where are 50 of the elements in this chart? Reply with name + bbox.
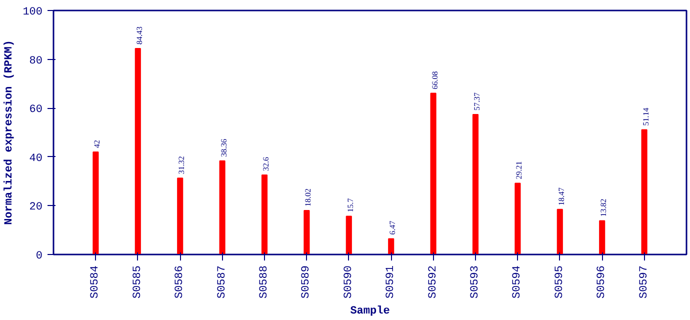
bar [556, 208, 563, 254]
data-label: 42 [92, 140, 102, 148]
y-tick-label: 0 [36, 250, 43, 262]
y-axis-title: Normalized expression (RPKM) [4, 40, 16, 225]
bar [177, 178, 184, 254]
x-tick-label: S0595 [554, 265, 566, 299]
data-label: 57.37 [472, 92, 482, 111]
bar [346, 216, 352, 254]
x-tick-label: S0596 [596, 265, 608, 299]
bar [219, 160, 226, 254]
x-tick-label: S0589 [300, 265, 313, 299]
x-axis-title: Sample [350, 306, 390, 318]
data-label: 13.82 [599, 198, 608, 217]
data-label: 51.14 [641, 108, 650, 126]
bar [472, 114, 479, 254]
y-tick-label: 40 [29, 152, 42, 165]
x-tick-label: S0592 [427, 265, 440, 299]
bar [599, 220, 606, 254]
x-tick-label: S0597 [638, 265, 650, 299]
data-label: 18.47 [556, 187, 566, 206]
bar [430, 92, 436, 254]
x-tick-label: S0594 [512, 265, 524, 299]
data-label: 84.43 [134, 26, 144, 44]
bar [388, 238, 394, 254]
bar [304, 210, 310, 254]
data-label: 66.08 [430, 71, 440, 90]
data-label: 6.47 [388, 220, 398, 235]
y-tick-label: 20 [29, 202, 42, 214]
data-label: 29.21 [514, 161, 524, 180]
bar [92, 152, 99, 254]
x-tick-label: S0591 [385, 265, 398, 299]
data-label: 32.6 [262, 156, 270, 171]
data-label: 38.36 [219, 138, 228, 157]
bar [134, 48, 141, 254]
x-tick-label: S0586 [174, 265, 186, 299]
bar [641, 129, 648, 254]
x-tick-label: S0587 [216, 265, 228, 299]
data-label: 18.02 [304, 188, 313, 207]
x-tick-label: S0584 [90, 265, 102, 299]
bar [514, 182, 521, 254]
data-label: 15.7 [346, 198, 355, 212]
y-tick-label: 100 [22, 6, 43, 18]
x-tick-label: S0593 [470, 265, 482, 299]
y-tick-label: 80 [29, 55, 42, 68]
x-tick-label: S0585 [132, 265, 144, 299]
x-tick-label: S0590 [342, 265, 355, 299]
bar [261, 174, 268, 254]
data-label: 31.32 [177, 156, 186, 174]
y-tick-label: 60 [29, 104, 42, 116]
x-tick-label: S0588 [258, 265, 270, 299]
